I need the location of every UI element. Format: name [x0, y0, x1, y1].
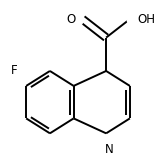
Text: OH: OH — [137, 13, 155, 26]
Circle shape — [9, 63, 25, 79]
Circle shape — [101, 135, 118, 151]
Circle shape — [127, 9, 147, 29]
Text: O: O — [66, 13, 75, 26]
Circle shape — [68, 11, 83, 27]
Text: F: F — [11, 64, 17, 77]
Text: N: N — [105, 143, 114, 156]
